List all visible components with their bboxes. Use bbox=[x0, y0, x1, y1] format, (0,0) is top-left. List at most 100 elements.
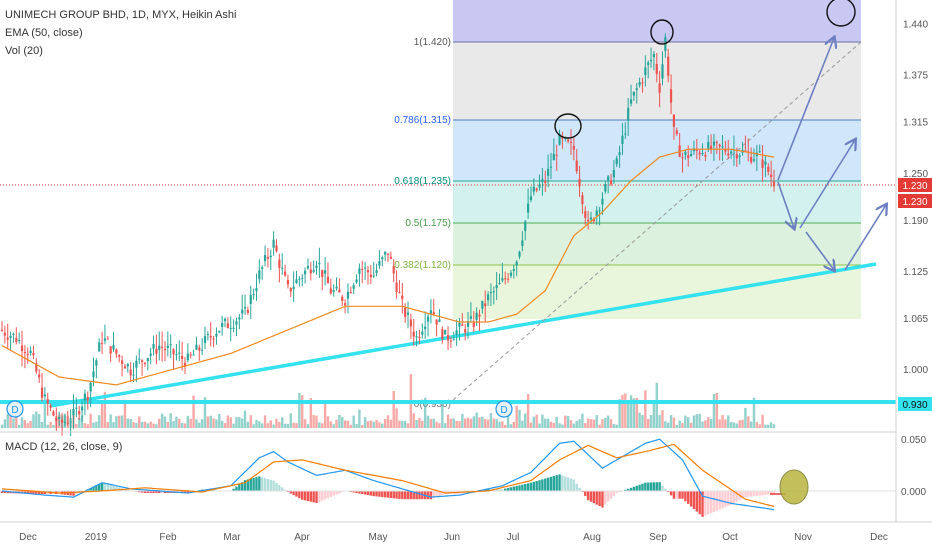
candle bbox=[738, 153, 741, 165]
macd-hist-bar bbox=[355, 490, 358, 494]
macd-hist-bar bbox=[521, 484, 524, 491]
macd-axis[interactable]: 0.050 0.000 bbox=[901, 435, 926, 498]
candle bbox=[435, 319, 438, 337]
volume-bar bbox=[469, 418, 473, 428]
symbol-title[interactable]: UNIMECH GROUP BHD, 1D, MYX, Heikin Ashi bbox=[5, 9, 236, 21]
volume-bar bbox=[352, 415, 355, 428]
volume-bar bbox=[669, 415, 673, 428]
volume-bar bbox=[632, 398, 636, 428]
candle bbox=[429, 299, 432, 324]
fib-zone-786-618 bbox=[453, 120, 861, 181]
candle bbox=[175, 343, 178, 361]
volume-bar bbox=[515, 405, 518, 428]
macd-hist-bar bbox=[140, 490, 144, 493]
candle bbox=[529, 186, 533, 203]
candle bbox=[418, 330, 421, 344]
macd-hist-bar bbox=[138, 490, 141, 493]
macd-hist-bar bbox=[575, 483, 578, 491]
candle bbox=[438, 309, 441, 323]
macd-hist-bar bbox=[35, 490, 38, 494]
volume-bar bbox=[426, 415, 430, 428]
macd-hist-bar bbox=[552, 476, 556, 491]
candle bbox=[441, 326, 444, 344]
macd-hist-bar bbox=[29, 490, 32, 494]
candle bbox=[509, 270, 513, 279]
macd-hist-bar bbox=[183, 490, 187, 494]
macd-hist-bar bbox=[406, 490, 410, 500]
volume-bar bbox=[506, 415, 510, 428]
candle bbox=[283, 264, 287, 277]
macd-legend[interactable]: MACD (12, 26, close, 9) bbox=[5, 441, 122, 453]
macd-hist-bar bbox=[664, 488, 667, 491]
macd-hist-bar bbox=[569, 478, 573, 491]
time-tick-label: Jul bbox=[507, 532, 520, 543]
macd-hist-bar bbox=[392, 490, 395, 499]
volume-bar bbox=[692, 415, 696, 428]
volume-bar bbox=[346, 420, 350, 428]
volume-bar bbox=[195, 419, 198, 428]
macd-hist-bar bbox=[395, 490, 398, 499]
volume-bar bbox=[423, 397, 427, 428]
volume-bar bbox=[401, 420, 404, 428]
volume-bar bbox=[689, 422, 693, 428]
macd-hist-bar bbox=[655, 482, 658, 491]
ema-legend[interactable]: EMA (50, close) bbox=[5, 27, 83, 39]
candle bbox=[535, 187, 538, 193]
candle bbox=[409, 313, 412, 339]
macd-hist-bar bbox=[529, 482, 533, 491]
rising-trendline[interactable] bbox=[49, 262, 877, 408]
candle bbox=[275, 239, 278, 253]
time-tick-label: Dec bbox=[19, 532, 37, 543]
candle bbox=[312, 260, 315, 274]
volume-bar bbox=[138, 416, 141, 428]
volume-bar bbox=[535, 414, 538, 428]
macd-hist-bar bbox=[255, 477, 258, 491]
macd-hist-bar bbox=[735, 490, 739, 502]
candle bbox=[249, 285, 252, 320]
candle bbox=[612, 159, 615, 184]
macd-hist-bar bbox=[644, 482, 647, 491]
price-axis[interactable]: 1.440 1.375 1.315 1.250 1.190 1.125 1.065 1.000 bbox=[903, 20, 928, 377]
candle bbox=[23, 345, 26, 369]
dividend-marker-2[interactable]: D bbox=[495, 400, 513, 418]
volume-bar bbox=[421, 420, 424, 428]
volume-bar bbox=[718, 419, 721, 428]
macd-hist-bar bbox=[301, 490, 304, 500]
volume-bar bbox=[175, 416, 178, 428]
macd-tick-label: 0.050 bbox=[901, 435, 926, 446]
volume-bar bbox=[681, 423, 684, 428]
macd-hist-bar bbox=[687, 490, 690, 504]
candle bbox=[767, 163, 770, 176]
volume-bar bbox=[504, 424, 507, 428]
volume-bar bbox=[441, 404, 444, 428]
macd-hist-bar bbox=[361, 490, 364, 495]
volume-bar bbox=[461, 413, 464, 428]
candle bbox=[721, 135, 724, 161]
candle bbox=[381, 255, 384, 267]
macd-hist-bar bbox=[675, 490, 678, 499]
candle bbox=[627, 97, 630, 136]
volume-bar bbox=[115, 416, 118, 428]
candle bbox=[72, 394, 75, 429]
volume-bar bbox=[667, 422, 670, 428]
macd-hist-bar bbox=[704, 490, 707, 516]
candles bbox=[0, 33, 776, 437]
macd-hist-bar bbox=[372, 490, 375, 497]
candle bbox=[252, 288, 255, 300]
volume-bar bbox=[312, 414, 315, 428]
volume-bar bbox=[0, 424, 4, 428]
candle bbox=[641, 77, 644, 93]
macd-hist-bar bbox=[544, 478, 547, 491]
candle bbox=[269, 249, 272, 271]
vol-legend[interactable]: Vol (20) bbox=[5, 45, 43, 57]
volume-bar bbox=[592, 419, 596, 428]
candle bbox=[246, 306, 249, 315]
macd-hist-bar bbox=[415, 490, 418, 500]
volume-bar bbox=[621, 394, 624, 428]
candle bbox=[669, 74, 673, 115]
dividend-marker-1[interactable]: D bbox=[6, 400, 24, 418]
time-axis[interactable]: Dec 2019 Feb Mar Apr May Jun Jul Aug Sep Oct Nov Dec bbox=[19, 532, 888, 543]
macd-hist-bar bbox=[772, 490, 776, 495]
macd-hist-bar bbox=[258, 476, 261, 491]
